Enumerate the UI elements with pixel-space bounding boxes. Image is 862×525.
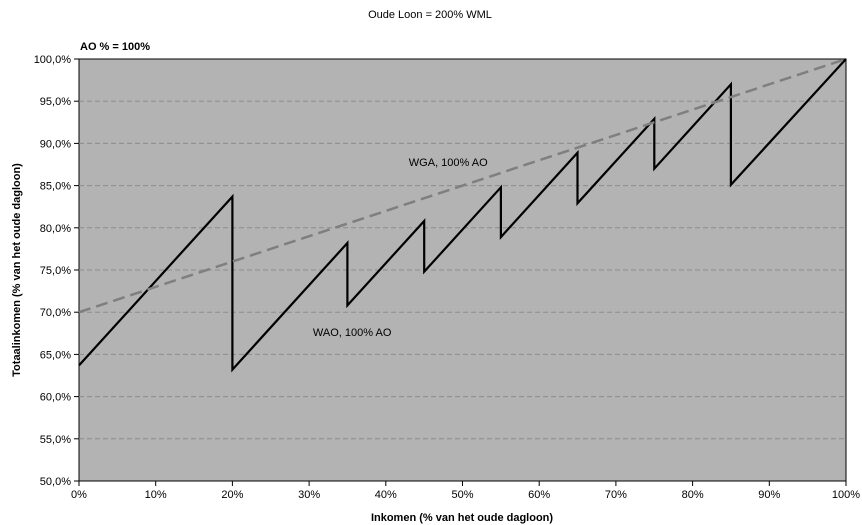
y-tick-label: 95,0% bbox=[40, 96, 71, 108]
x-tick-label: 30% bbox=[298, 489, 320, 501]
y-tick-label: 100,0% bbox=[34, 54, 72, 66]
y-tick-label: 60,0% bbox=[40, 392, 71, 404]
x-tick-label: 80% bbox=[682, 489, 704, 501]
x-tick-label: 20% bbox=[221, 489, 243, 501]
x-tick-label: 90% bbox=[758, 489, 780, 501]
series-annotation: WGA, 100% AO bbox=[409, 157, 488, 169]
chart-title: Oude Loon = 200% WML bbox=[368, 9, 492, 21]
series-annotation: WAO, 100% AO bbox=[313, 327, 392, 339]
series-line bbox=[78, 58, 847, 373]
x-tick-label: 70% bbox=[605, 489, 627, 501]
ticks: 0% 10% 20% 30% 40% 50% 60% 70% 80% 90% 100% 50,0% 55… bbox=[34, 54, 861, 501]
y-tick-label: 80,0% bbox=[40, 223, 71, 235]
x-tick-label: 100% bbox=[832, 489, 860, 501]
y-tick-label: 70,0% bbox=[40, 307, 71, 319]
y-tick-label: 85,0% bbox=[40, 181, 71, 193]
panel-label: AO % = 100% bbox=[80, 41, 150, 53]
y-tick-label: 55,0% bbox=[40, 434, 71, 446]
annotations: WGA, 100% AO WAO, 100% AO bbox=[313, 157, 488, 339]
x-tick-label: 50% bbox=[451, 489, 473, 501]
y-axis-title: Totaalinkomen (% van het oude dagloon) bbox=[11, 163, 23, 377]
series-layer bbox=[78, 57, 847, 373]
y-tick-label: 90,0% bbox=[40, 138, 71, 150]
x-tick-label: 0% bbox=[71, 489, 87, 501]
series-line bbox=[78, 57, 847, 314]
y-tick-label: 75,0% bbox=[40, 265, 71, 277]
x-tick-label: 10% bbox=[145, 489, 167, 501]
y-tick-label: 50,0% bbox=[40, 476, 71, 488]
x-axis-title: Inkomen (% van het oude dagloon) bbox=[371, 512, 553, 524]
x-tick-label: 40% bbox=[375, 489, 397, 501]
y-tick-label: 65,0% bbox=[40, 349, 71, 361]
x-tick-label: 60% bbox=[528, 489, 550, 501]
